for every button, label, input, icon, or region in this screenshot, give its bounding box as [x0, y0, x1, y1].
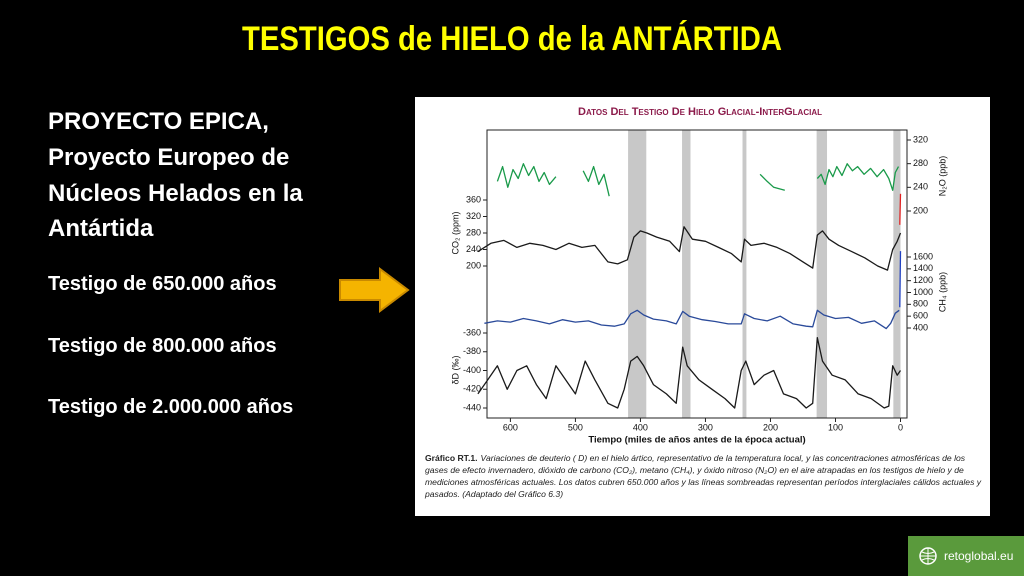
project-line: Proyecto Europeo de — [48, 144, 290, 171]
caption: Gráfico RT.1. Variaciones de deuterio ( D… — [425, 452, 985, 500]
y-tick-label: 1000 — [913, 287, 933, 297]
y-tick-label: 1200 — [913, 275, 933, 285]
y-tick-label: 1400 — [913, 263, 933, 273]
y-axis-label: CO₂ (ppm) — [450, 212, 460, 255]
core-item: Testigo de 2.000.000 años — [48, 396, 294, 418]
shaded-period — [742, 130, 747, 418]
y-tick-label: -400 — [463, 365, 481, 375]
y-tick-label: 320 — [913, 134, 928, 144]
series-line — [899, 251, 902, 308]
x-tick-label: 100 — [828, 422, 843, 432]
footer: retoglobal.eu — [908, 536, 1024, 576]
project-line: Núcleos Helados en la — [48, 180, 303, 207]
y-tick-label: 200 — [913, 205, 928, 215]
y-tick-label: 200 — [466, 260, 481, 270]
x-tick-label: 400 — [633, 422, 648, 432]
y-axis-label: δD (‰) — [450, 355, 460, 384]
x-axis-label: Tiempo (miles de años antes de la época … — [588, 435, 805, 446]
core-item: Testigo de 650.000 años — [48, 273, 277, 295]
caption-text: Variaciones de deuterio ( D) en el hielo… — [425, 453, 982, 499]
y-tick-label: -380 — [463, 346, 481, 356]
footer-text: retoglobal.eu — [944, 549, 1014, 563]
y-tick-label: 1600 — [913, 251, 933, 261]
project-line: PROYECTO EPICA, — [48, 108, 269, 135]
y-tick-label: 240 — [913, 182, 928, 192]
y-tick-label: -420 — [463, 384, 481, 394]
project-line: Antártida — [48, 215, 154, 242]
core-item: Testigo de 800.000 años — [48, 335, 277, 357]
y-tick-label: 320 — [466, 211, 481, 221]
plot-frame — [486, 129, 908, 419]
x-tick-label: 600 — [503, 422, 518, 432]
series-line — [899, 193, 902, 225]
series-line — [477, 226, 902, 271]
shaded-period — [893, 130, 901, 418]
y-axis-label: CH₄ (ppb) — [937, 272, 947, 312]
series-line — [484, 309, 900, 330]
series-line — [477, 337, 902, 409]
y-tick-label: 280 — [466, 227, 481, 237]
y-tick-label: -360 — [463, 327, 481, 337]
slide-title: TESTIGOS de HIELO de la ANTÁRTIDA — [242, 20, 782, 58]
y-tick-label: 400 — [913, 322, 928, 332]
y-tick-label: 360 — [466, 194, 481, 204]
x-tick-label: 300 — [698, 422, 713, 432]
y-tick-label: -440 — [463, 402, 481, 412]
shaded-period — [628, 130, 647, 418]
x-tick-label: 0 — [898, 422, 903, 432]
x-tick-label: 200 — [763, 422, 778, 432]
chart-title: Datos Del Testigo De Hielo Glacial-Inter… — [578, 106, 822, 118]
y-tick-label: 600 — [913, 311, 928, 321]
y-axis-label: N₂O (ppb) — [937, 156, 947, 197]
y-tick-label: 240 — [466, 244, 481, 254]
arrow — [339, 267, 410, 313]
footer-logo — [919, 547, 937, 565]
series-line — [496, 163, 900, 197]
x-tick-label: 500 — [568, 422, 583, 432]
y-tick-label: 800 — [913, 299, 928, 309]
caption-label: Gráfico RT.1. — [425, 453, 478, 463]
y-tick-label: 280 — [913, 158, 928, 168]
shaded-period — [682, 130, 691, 418]
shaded-period — [816, 130, 828, 418]
